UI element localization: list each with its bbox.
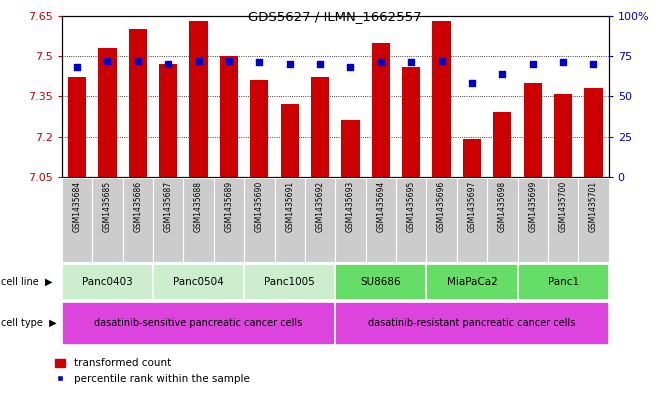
Bar (311, 77, 329, 177)
Point (133, 58, 143, 64)
FancyBboxPatch shape (214, 178, 244, 263)
Bar (432, 21, 450, 177)
Text: GSM1435696: GSM1435696 (437, 181, 446, 232)
Point (589, 61, 599, 67)
Bar (335, 264, 426, 300)
Bar (189, 21, 208, 177)
Bar (585, 88, 603, 177)
Point (467, 80, 477, 86)
FancyBboxPatch shape (578, 178, 609, 263)
Text: GSM1435688: GSM1435688 (194, 181, 203, 232)
Bar (244, 264, 335, 300)
Text: GSM1435701: GSM1435701 (589, 181, 598, 232)
Text: GSM1435690: GSM1435690 (255, 181, 264, 232)
Text: MiaPaCa2: MiaPaCa2 (447, 277, 497, 287)
Text: GSM1435689: GSM1435689 (225, 181, 234, 232)
FancyBboxPatch shape (153, 178, 184, 263)
Text: Panc1: Panc1 (547, 277, 579, 287)
Text: Panc0504: Panc0504 (173, 277, 224, 287)
Text: dasatinib-resistant pancreatic cancer cells: dasatinib-resistant pancreatic cancer ce… (368, 318, 575, 328)
Point (224, 58, 234, 64)
FancyBboxPatch shape (426, 178, 457, 263)
Point (193, 58, 204, 64)
Text: GSM1435685: GSM1435685 (103, 181, 112, 232)
Point (376, 59, 386, 66)
Point (72, 64, 82, 70)
Text: GSM1435694: GSM1435694 (376, 181, 385, 232)
Bar (98, 48, 117, 177)
FancyBboxPatch shape (518, 178, 548, 263)
FancyBboxPatch shape (92, 178, 122, 263)
Text: GSM1435686: GSM1435686 (133, 181, 143, 232)
FancyBboxPatch shape (184, 178, 214, 263)
FancyBboxPatch shape (366, 178, 396, 263)
Point (527, 61, 538, 67)
Bar (68, 77, 86, 177)
Bar (62, 264, 153, 300)
Bar (129, 29, 147, 177)
Text: dasatinib-sensitive pancreatic cancer cells: dasatinib-sensitive pancreatic cancer ce… (94, 318, 303, 328)
Bar (463, 139, 481, 177)
Text: cell type  ▶: cell type ▶ (1, 318, 57, 328)
Text: GSM1435693: GSM1435693 (346, 181, 355, 232)
FancyBboxPatch shape (62, 178, 92, 263)
Bar (62, 301, 335, 345)
FancyBboxPatch shape (335, 178, 366, 263)
FancyBboxPatch shape (122, 178, 153, 263)
Text: GDS5627 / ILMN_1662557: GDS5627 / ILMN_1662557 (249, 10, 422, 23)
Bar (159, 64, 177, 177)
Text: GSM1435698: GSM1435698 (498, 181, 507, 232)
Text: GSM1435700: GSM1435700 (559, 181, 568, 232)
Bar (493, 112, 512, 177)
Text: GSM1435687: GSM1435687 (163, 181, 173, 232)
Point (558, 59, 568, 66)
Point (497, 71, 508, 77)
Point (102, 58, 113, 64)
Text: GSM1435692: GSM1435692 (316, 181, 325, 232)
Bar (518, 264, 609, 300)
Bar (402, 67, 421, 177)
Point (345, 64, 355, 70)
Bar (372, 42, 390, 177)
Text: GSM1435699: GSM1435699 (528, 181, 537, 232)
Bar (335, 301, 609, 345)
Text: GSM1435684: GSM1435684 (72, 181, 81, 232)
Bar (250, 80, 268, 177)
Bar (426, 264, 518, 300)
FancyBboxPatch shape (244, 178, 275, 263)
FancyBboxPatch shape (396, 178, 426, 263)
FancyBboxPatch shape (275, 178, 305, 263)
Text: GSM1435695: GSM1435695 (407, 181, 416, 232)
Point (436, 58, 447, 64)
Text: GSM1435691: GSM1435691 (285, 181, 294, 232)
Text: cell line  ▶: cell line ▶ (1, 277, 53, 287)
Text: Panc1005: Panc1005 (264, 277, 315, 287)
FancyBboxPatch shape (548, 178, 578, 263)
Bar (220, 56, 238, 177)
Point (315, 61, 326, 67)
Bar (281, 104, 299, 177)
Point (284, 61, 295, 67)
Point (254, 59, 264, 66)
Point (163, 61, 173, 67)
FancyBboxPatch shape (487, 178, 518, 263)
Bar (554, 94, 572, 177)
Bar (523, 83, 542, 177)
Text: SU8686: SU8686 (361, 277, 401, 287)
Bar (341, 120, 359, 177)
Text: GSM1435697: GSM1435697 (467, 181, 477, 232)
Bar (153, 264, 244, 300)
Text: Panc0403: Panc0403 (82, 277, 133, 287)
FancyBboxPatch shape (457, 178, 487, 263)
FancyBboxPatch shape (305, 178, 335, 263)
Point (406, 59, 417, 66)
Legend: transformed count, percentile rank within the sample: transformed count, percentile rank withi… (51, 354, 254, 388)
